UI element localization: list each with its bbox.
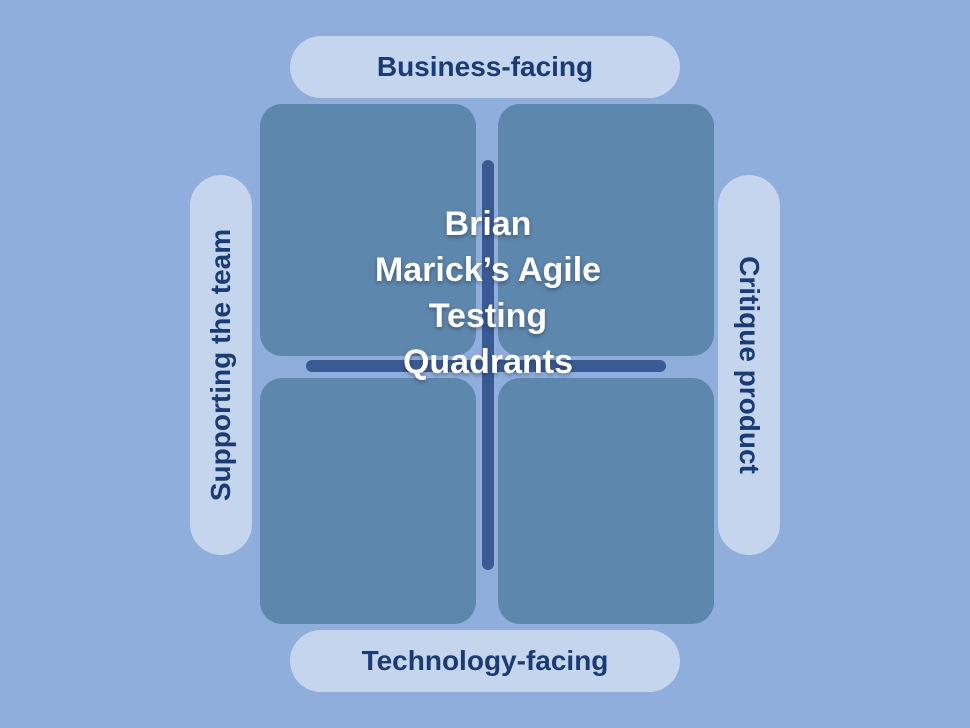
axis-label-right: Critique product: [733, 256, 765, 474]
center-title: Brian Marick’s Agile Testing Quadrants: [330, 202, 646, 386]
quadrant-bottom-left: [260, 378, 476, 624]
quadrant-bottom-right: [498, 378, 714, 624]
axis-label-top-pill: Business-facing: [290, 36, 680, 98]
axis-label-left-pill: Supporting the team: [190, 175, 252, 555]
axis-label-right-pill: Critique product: [718, 175, 780, 555]
axis-label-left: Supporting the team: [205, 229, 237, 501]
axis-label-bottom: Technology-facing: [362, 645, 609, 677]
axis-label-top: Business-facing: [377, 51, 593, 83]
diagram-canvas: Business-facing Technology-facing Suppor…: [0, 0, 970, 728]
axis-label-bottom-pill: Technology-facing: [290, 630, 680, 692]
